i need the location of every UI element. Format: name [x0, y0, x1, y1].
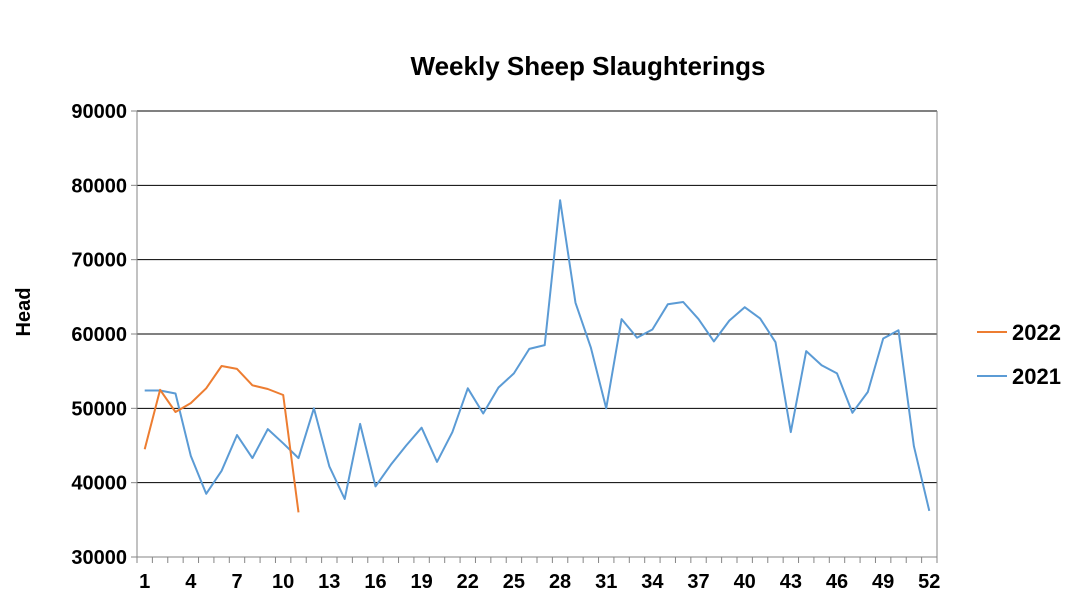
x-tick-label: 13: [318, 571, 340, 593]
y-tick-label: 30000: [71, 547, 127, 569]
legend: 2022 2021: [977, 320, 1061, 389]
y-tick-label: 60000: [71, 324, 127, 346]
x-tick-label: 52: [918, 571, 940, 593]
gridlines: [137, 110, 937, 558]
x-tick-labels: 1 4 7 10 13 16 19 22 25 28 31 34 37 40 43 46 49 52: [139, 571, 940, 593]
y-tick-label: 80000: [71, 175, 127, 197]
x-tick-label: 19: [410, 571, 432, 593]
x-tick-label: 28: [549, 571, 571, 593]
y-tick-labels: 30000 40000 50000 60000 70000 80000 90000: [71, 101, 127, 569]
x-tick-label: 43: [780, 571, 802, 593]
x-tick-label: 1: [139, 571, 150, 593]
x-tick-label: 34: [641, 571, 664, 593]
x-tick-label: 40: [734, 571, 756, 593]
x-tick-label: 7: [231, 571, 242, 593]
series-line-2021: [144, 199, 931, 512]
x-tick-label: 4: [185, 571, 197, 593]
legend-label-2022: 2022: [1012, 320, 1061, 345]
axes: [131, 110, 938, 563]
x-tick-label: 46: [826, 571, 848, 593]
series-lines: [143, 199, 931, 513]
chart-title: Weekly Sheep Slaughterings: [411, 51, 766, 81]
x-tick-label: 25: [503, 571, 525, 593]
legend-label-2021: 2021: [1012, 364, 1061, 389]
x-tick-label: 31: [595, 571, 617, 593]
y-axis-label: Head: [13, 288, 35, 337]
y-tick-label: 70000: [71, 250, 127, 272]
y-tick-label: 40000: [71, 473, 127, 495]
y-tick-label: 50000: [71, 398, 127, 420]
x-tick-label: 10: [272, 571, 294, 593]
x-tick-label: 16: [364, 571, 386, 593]
x-tick-label: 49: [872, 571, 894, 593]
series-line-2022: [143, 365, 300, 513]
y-tick-label: 90000: [71, 101, 127, 123]
x-tick-label: 37: [687, 571, 709, 593]
x-tick-label: 22: [457, 571, 479, 593]
